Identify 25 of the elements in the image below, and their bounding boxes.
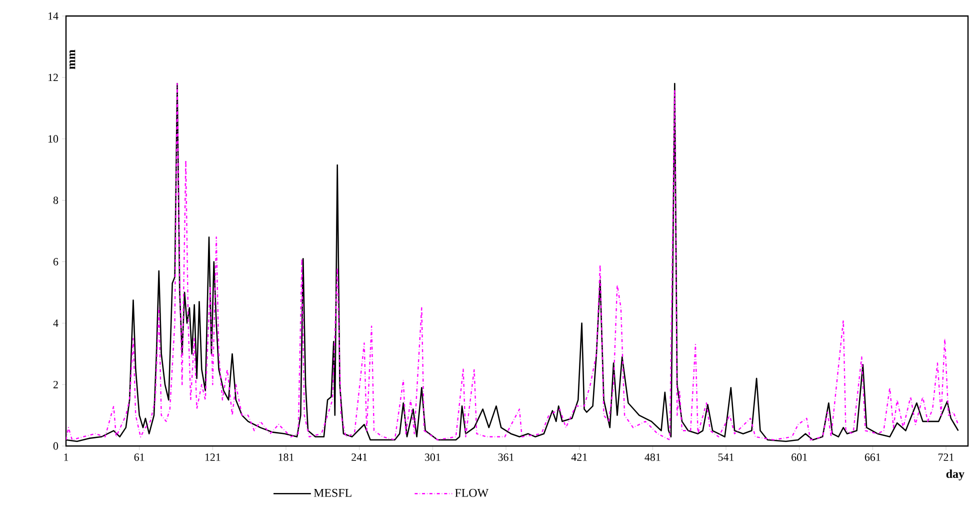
y-tick-label: 4 [53,320,58,327]
y-tick-label: 0 [53,442,58,450]
y-tick-label: 14 [48,12,58,20]
x-axis-title: day [946,470,964,480]
y-tick-label: 6 [53,258,58,266]
x-tick-label: 661 [864,454,880,461]
y-tick-label: 2 [53,380,58,388]
x-tick-label: 601 [792,454,807,461]
x-tick-label: 121 [205,454,220,461]
x-tick-label: 1 [64,454,68,461]
y-tick-label: 12 [48,74,58,82]
legend-label: MESFL [314,488,352,497]
x-tick-label: 421 [571,454,587,461]
y-axis-title: mm [70,50,76,70]
y-tick-label: 10 [48,135,58,143]
x-tick-label: 301 [424,454,440,461]
x-tick-label: 481 [644,454,660,461]
x-tick-label: 181 [278,454,294,461]
x-tick-label: 61 [134,454,144,461]
x-tick-label: 541 [718,454,734,461]
x-tick-label: 721 [938,454,954,461]
legend-label: FLOW [455,488,489,497]
x-tick-label: 361 [498,454,514,461]
y-tick-label: 8 [53,196,58,204]
x-tick-label: 241 [352,454,367,461]
